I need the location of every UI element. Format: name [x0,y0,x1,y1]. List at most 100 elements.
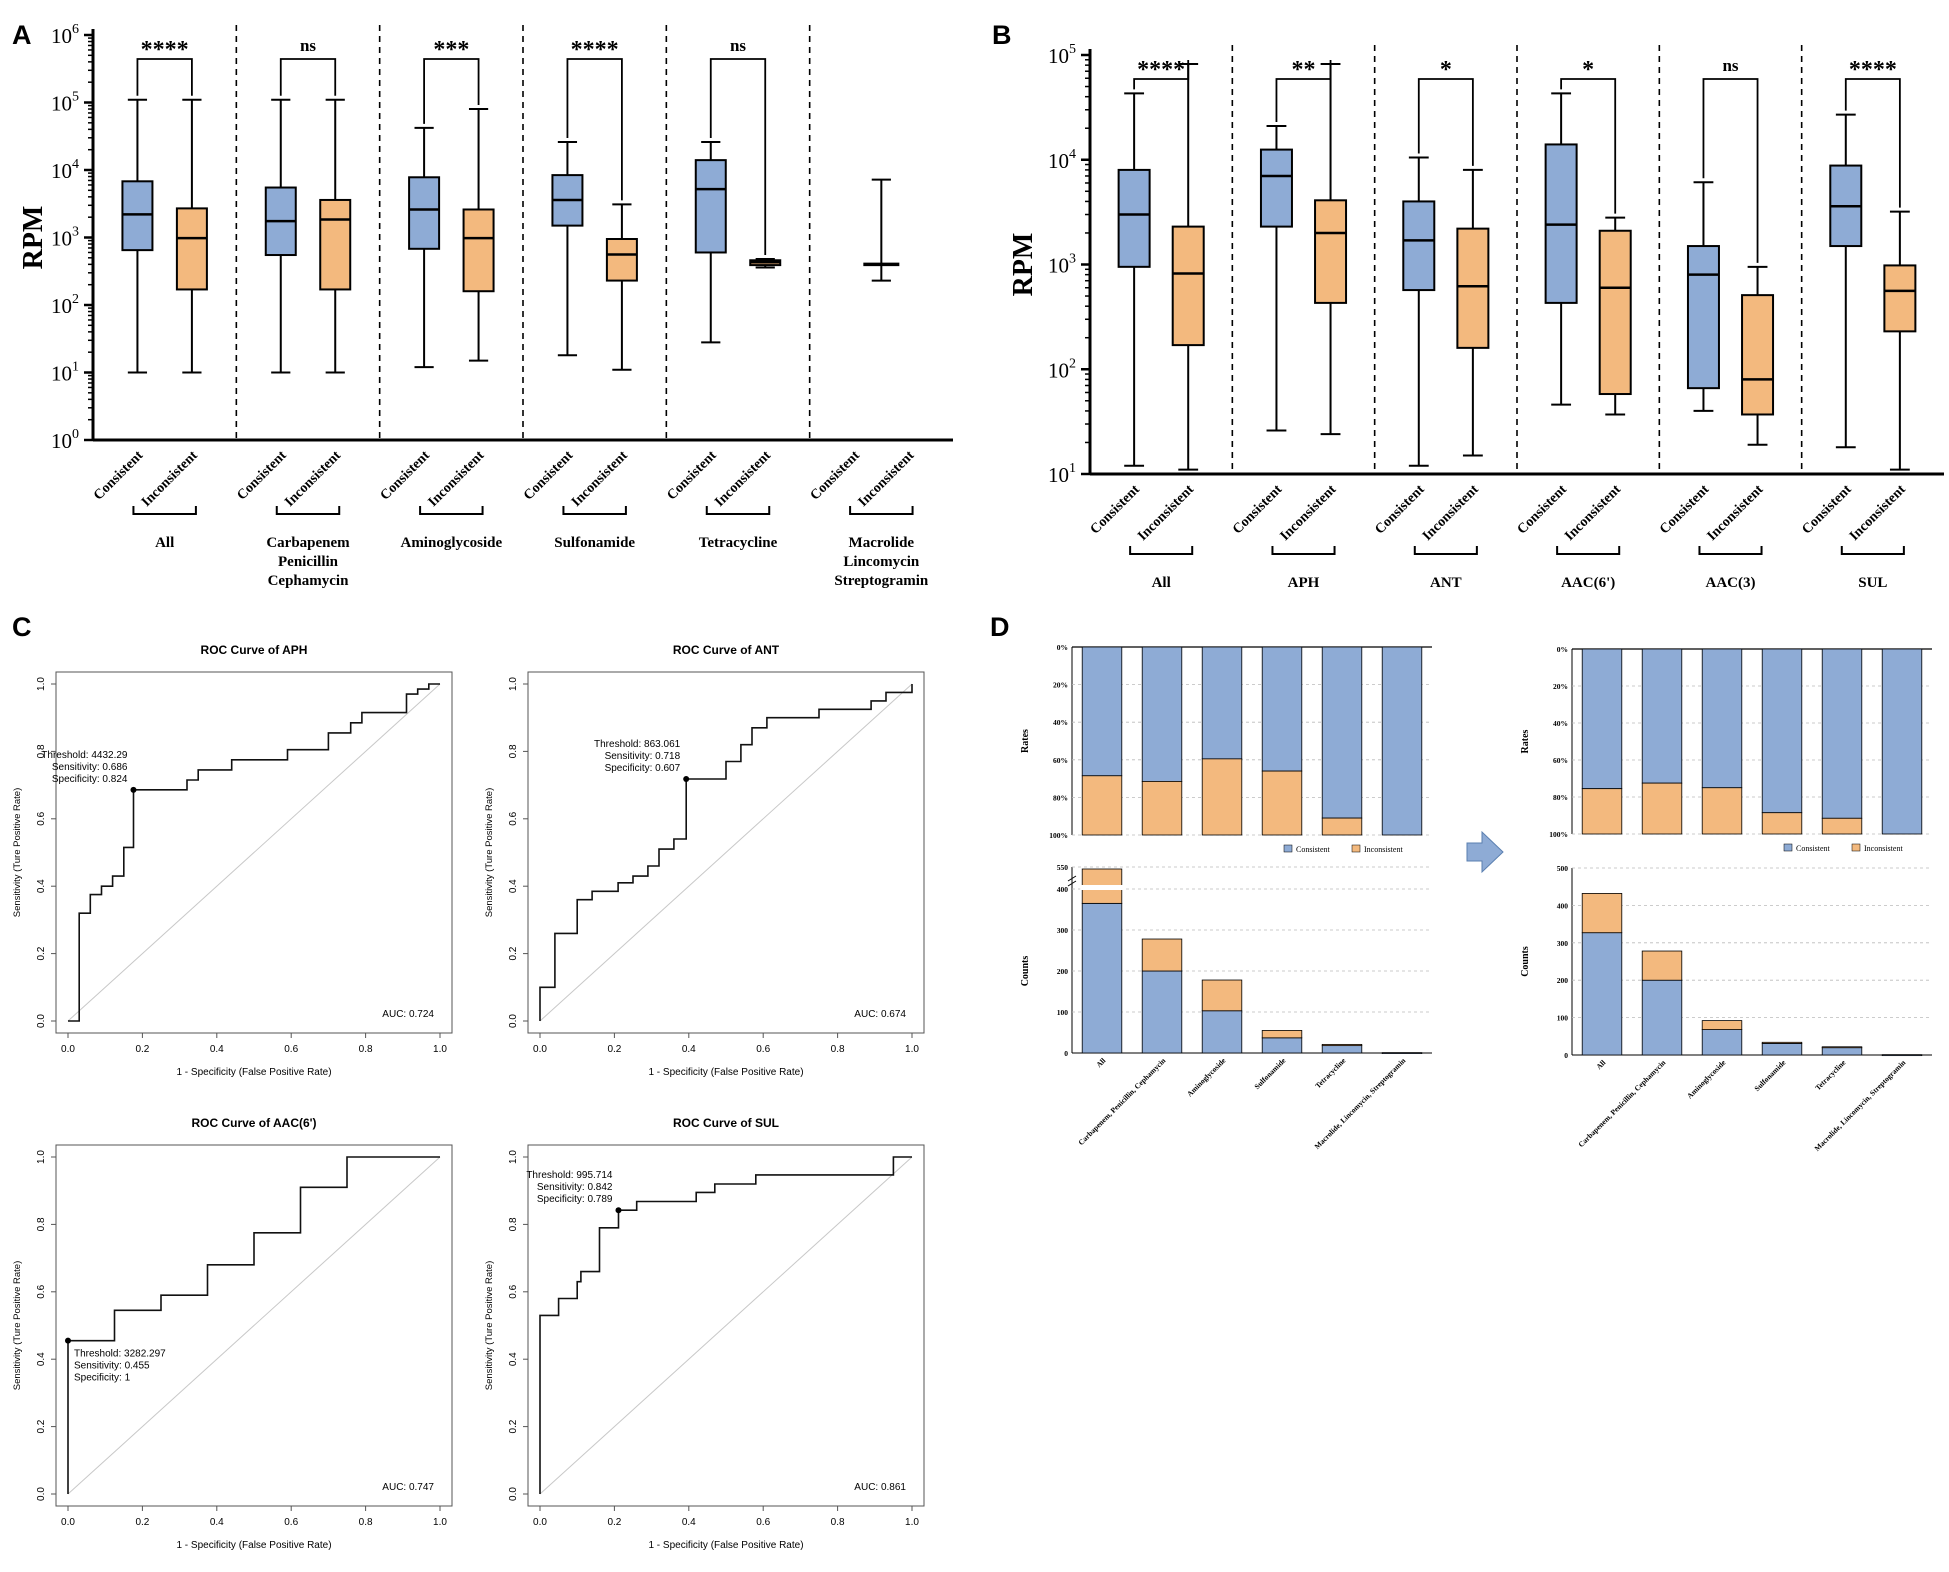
x-axis-label: 1 - Specificity (False Positive Rate) [176,1540,331,1551]
legend-label: Consistent [1296,845,1331,854]
rates-axis-label: Rates [1020,729,1031,753]
rate-bar-inconsistent [1141,781,1183,836]
box-iqr [175,207,208,291]
y-tick-base: 10 [51,92,72,116]
y-tick-label: 104 [1048,147,1076,173]
roc-plot-c3: ROC Curve of AAC(6') 0.0 0.0 0.2 0.2 0.4 0.4 0.… [12,1116,453,1551]
x-tick-label: 1.0 [905,1517,919,1528]
counts-axis-label: Counts [1520,946,1531,977]
group-label: ANT [1430,575,1462,591]
legend-swatch-inconsistent [1351,844,1361,853]
x-tick-label: 0.8 [831,1517,845,1528]
y-tick-label: 0.6 [508,811,519,825]
x-tick-label: 0.6 [756,1044,770,1055]
x-tick-label: 0.0 [61,1044,75,1055]
group-label: Tetracycline [699,535,778,551]
chance-diagonal [67,683,441,1022]
x-tick-label: 0.2 [607,1517,621,1528]
optimal-threshold-point [65,1337,71,1344]
rate-bar-inconsistent [1761,812,1803,835]
x-tick-label: Inconsistent [282,448,344,510]
y-tick-label: 0.4 [36,1352,47,1366]
roc-plot-c4: ROC Curve of SUL 0.0 0.0 0.2 0.2 0.4 0.4 0.6 0.6… [484,1116,925,1551]
x-tick-label: Inconsistent [426,448,488,510]
counts-break-tick-label: 550 [1057,863,1069,872]
stacked-bar-chart-d1: 0% 20% 40% 60% 80% 100% Rates Consistent Inconsi… [1020,643,1432,1151]
y-tick-exponent: 1 [72,360,79,375]
group-bracket [1413,546,1478,555]
count-bar-consistent [1381,1052,1423,1054]
x-tick-label: 0.6 [284,1517,298,1528]
significance-bracket [1417,78,1474,166]
x-tick-label: Inconsistent [856,448,918,510]
plot-frame [55,1144,453,1507]
threshold-annotation: Specificity: 1 [74,1373,131,1384]
group-label: Cephamycin [268,573,349,589]
rate-bar-consistent [1321,646,1363,819]
roc-curve [68,683,440,1022]
panel-labels: A B C D [12,20,1012,642]
rate-bar-inconsistent [1701,787,1743,835]
box-iqr [1741,294,1775,416]
significance-label: ns [1722,56,1738,75]
rates-tick-label: 100% [1549,830,1568,839]
y-tick-exponent: 6 [72,22,79,37]
plot-frame [527,671,925,1034]
category-label: All [1094,1056,1107,1069]
x-tick-label: 0.2 [135,1044,149,1055]
rate-bar-consistent [1581,648,1623,790]
legend-swatch-inconsistent [1851,843,1861,852]
count-bar-consistent [1641,979,1683,1056]
x-tick-label: 1.0 [905,1044,919,1055]
x-tick-label: 0.0 [533,1044,547,1055]
x-tick-label: Consistent [1515,482,1570,537]
counts-tick-label: 200 [1057,967,1069,976]
y-tick-exponent: 5 [72,90,79,105]
significance-label: ** [1292,57,1316,83]
plot-frame [527,1144,925,1507]
group-bracket [275,506,341,515]
rate-bar-consistent [1381,646,1423,836]
count-bar-inconsistent [1761,1041,1803,1044]
count-bar-consistent [1321,1045,1363,1054]
rates-tick-label: 20% [1553,682,1568,691]
group-bracket [1556,546,1621,555]
count-bar-consistent [1201,1010,1243,1054]
y-tick-label: 102 [51,292,79,318]
group-bracket [1698,546,1763,555]
auc-label: AUC: 0.747 [382,1482,434,1493]
x-axis-label: 1 - Specificity (False Positive Rate) [648,1540,803,1551]
x-tick-label: 1.0 [433,1517,447,1528]
count-bar-inconsistent [1141,938,1183,972]
x-tick-label: 0.2 [607,1044,621,1055]
y-tick-label: 0.6 [508,1284,519,1298]
y-tick-label: 0.6 [36,1284,47,1298]
x-tick-label: 0.2 [135,1517,149,1528]
box-iqr [462,208,495,293]
bar-break-gap [1080,885,1124,890]
rates-tick-label: 0% [1057,643,1068,652]
rates-tick-label: 80% [1553,793,1568,802]
counts-tick-label: 300 [1557,939,1569,948]
panel-label-a: A [12,20,32,50]
significance-bracket [709,58,767,256]
box-iqr [1314,199,1348,304]
group-label: Streptogramin [834,573,929,589]
counts-tick-label: 300 [1057,926,1069,935]
box-iqr [408,176,441,250]
rate-bar-consistent [1261,646,1303,772]
y-tick-label: 105 [51,90,79,116]
y-tick-base: 10 [1048,149,1069,173]
x-tick-label: 0.8 [359,1044,373,1055]
rate-bar-inconsistent [1581,788,1623,835]
y-tick-label: 105 [1048,42,1076,68]
significance-bracket [1844,78,1901,208]
y-tick-exponent: 4 [1069,147,1076,162]
threshold-annotation: Specificity: 0.607 [605,763,681,774]
x-tick-label: Consistent [1657,482,1712,537]
count-bar-inconsistent [1641,950,1683,981]
legend-label: Inconsistent [1864,844,1903,853]
category-label: Tetracycline [1313,1056,1348,1091]
box-iqr [694,159,727,254]
plot-title: ROC Curve of APH [201,643,308,657]
